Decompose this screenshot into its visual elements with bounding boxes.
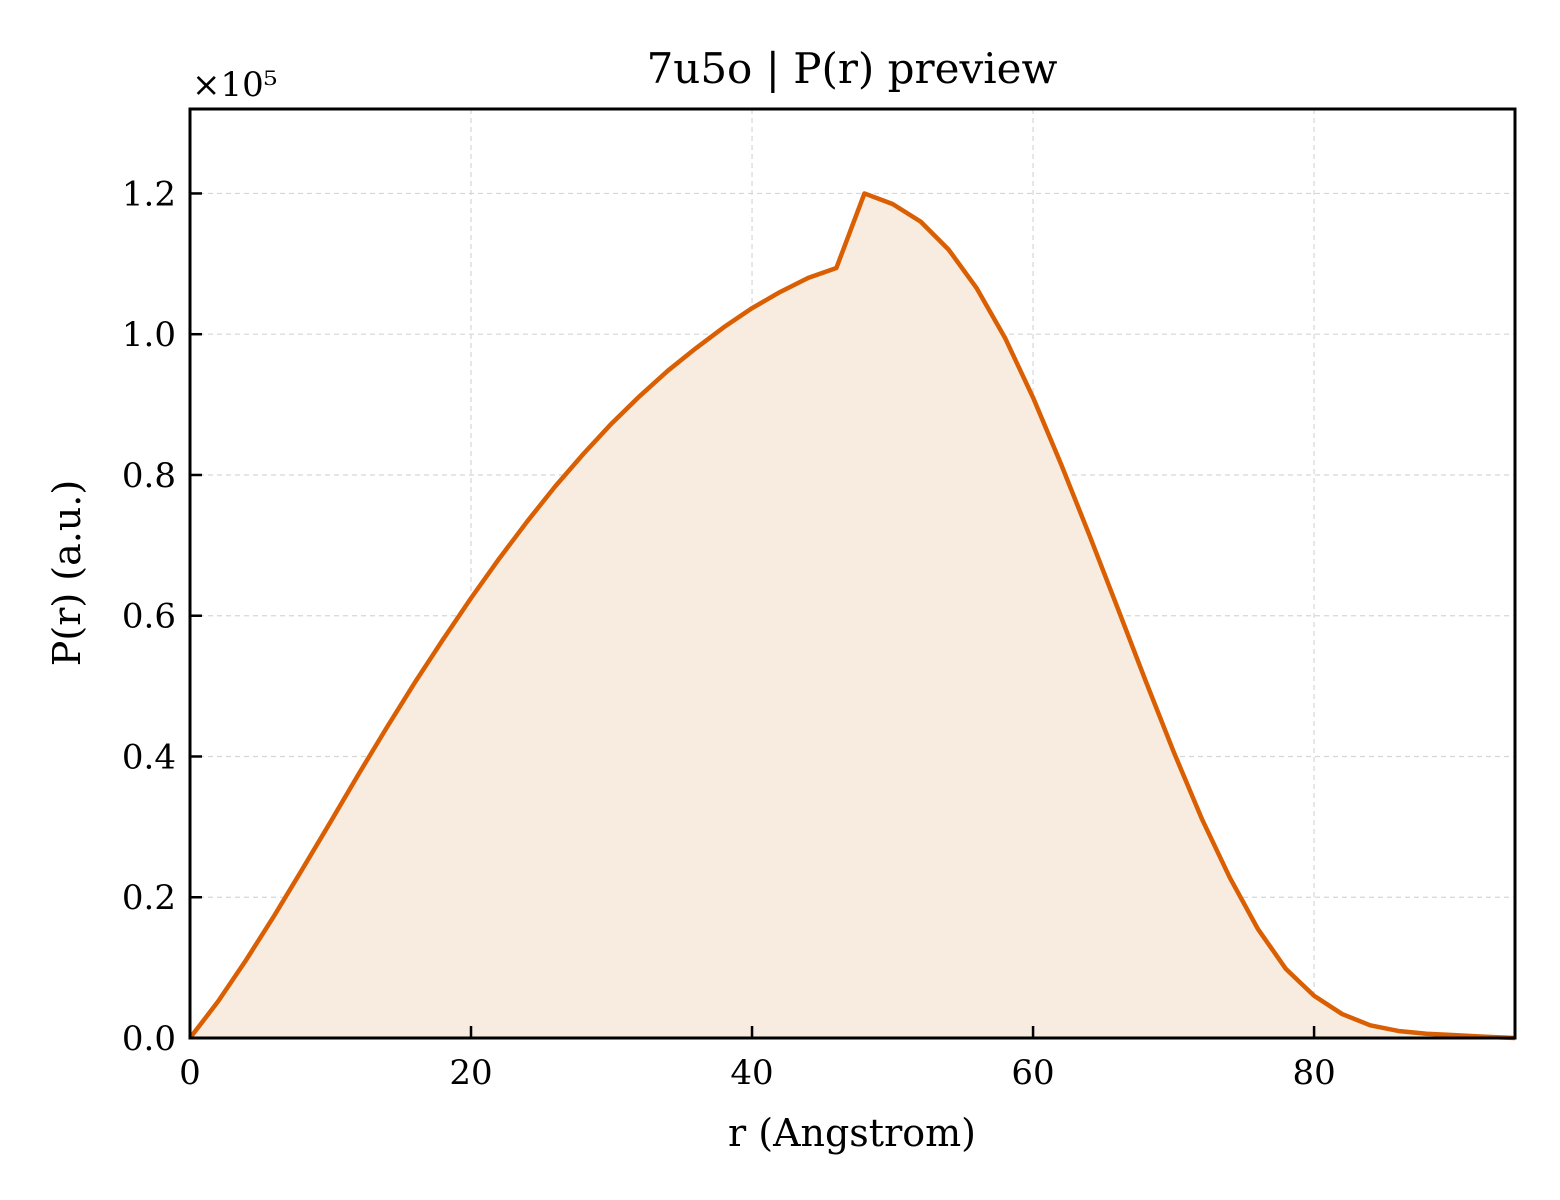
y-multiplier-label: ×10⁵	[192, 65, 277, 105]
x-tick-label: 20	[449, 1053, 492, 1093]
plot-frame	[188, 107, 1517, 1040]
x-tick-label: 40	[730, 1053, 773, 1093]
x-tick-label: 80	[1292, 1053, 1335, 1093]
y-tick-label: 0.2	[122, 878, 176, 918]
y-axis-label: P(r) (a.u.)	[45, 480, 89, 666]
y-tick-label: 0.8	[122, 456, 176, 496]
pr-curve-line	[188, 191, 1516, 1041]
y-tick-label: 0.4	[122, 737, 176, 777]
y-tick-label: 1.2	[122, 174, 176, 214]
pr-area-fill	[190, 193, 1515, 1038]
x-tick-label: 0	[179, 1053, 201, 1093]
y-tick-label: 1.0	[122, 315, 176, 355]
y-tick-label: 0.0	[122, 1019, 176, 1059]
y-tick-label: 0.6	[122, 597, 176, 637]
x-axis-label: r (Angstrom)	[728, 1111, 976, 1155]
x-tick-label: 60	[1011, 1053, 1054, 1093]
y-axis-ticks: 0.0 0.2 0.4 0.6 0.8 1.0 1.2	[122, 174, 202, 1059]
x-axis-ticks: 0 20 40 60 80	[179, 1026, 1336, 1093]
chart-title: 7u5o | P(r) preview	[647, 44, 1058, 93]
